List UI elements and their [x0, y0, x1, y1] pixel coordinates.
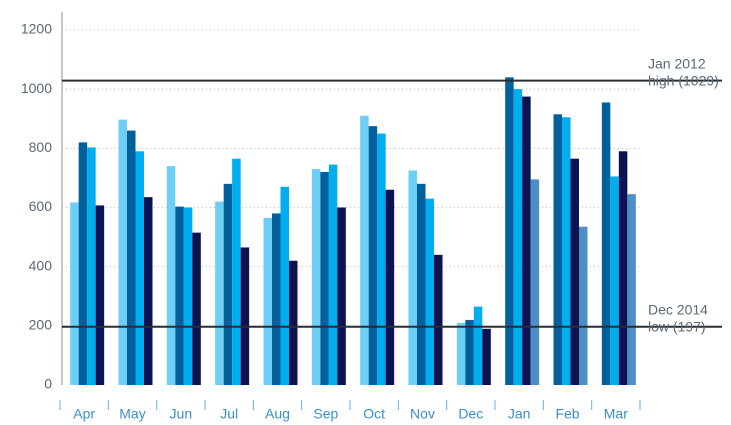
x-tick-label: Sep [313, 406, 338, 422]
y-tick-label: 200 [29, 317, 53, 333]
bar [377, 133, 386, 385]
bar [601, 102, 611, 386]
bar [434, 254, 443, 385]
bar [127, 130, 136, 385]
x-tick-label: May [119, 406, 145, 422]
bar [280, 186, 289, 385]
reference-label: Jan 2012 [648, 55, 706, 71]
bar [175, 206, 184, 385]
bar [368, 126, 378, 385]
bar [562, 117, 571, 385]
bar [627, 194, 636, 385]
x-tick-label: Jun [170, 406, 193, 422]
x-tick-label: Jan [508, 406, 531, 422]
y-tick-label: 600 [29, 198, 53, 214]
bar [456, 322, 466, 385]
bar [311, 169, 321, 385]
y-tick-label: 1200 [21, 21, 52, 37]
bar [473, 306, 483, 385]
bar [337, 207, 346, 385]
x-tick-label: Jul [220, 406, 238, 422]
bar [78, 142, 88, 385]
bar [70, 202, 79, 385]
y-tick-label: 400 [29, 257, 53, 273]
bar [522, 96, 531, 385]
bar [192, 232, 201, 385]
bar [215, 201, 224, 385]
bar [610, 176, 619, 385]
bar [183, 207, 193, 385]
bar [530, 179, 540, 385]
bar [223, 183, 233, 385]
bar [425, 198, 434, 385]
bar [513, 89, 523, 386]
bar [360, 115, 369, 386]
y-tick-label: 800 [29, 139, 53, 155]
reference-label: low (197) [648, 318, 706, 334]
reference-label: high (1029) [648, 72, 719, 88]
bar [118, 119, 127, 385]
bar [417, 183, 426, 385]
bar [289, 260, 298, 385]
bar [232, 158, 241, 385]
x-tick-label: Mar [604, 406, 628, 422]
bar [87, 147, 96, 385]
x-tick-label: Nov [410, 406, 435, 422]
bar [240, 247, 250, 385]
bar [505, 77, 514, 385]
x-tick-label: Dec [458, 406, 483, 422]
x-tick-label: Oct [363, 406, 385, 422]
bar [482, 328, 491, 385]
bar [166, 166, 176, 385]
bar [263, 217, 272, 385]
bar [272, 213, 281, 385]
bar [465, 319, 474, 385]
bar [385, 189, 395, 385]
bar [144, 197, 153, 385]
bar [570, 158, 579, 385]
x-tick-label: Feb [555, 406, 579, 422]
x-tick-label: Apr [73, 406, 95, 422]
reference-label: Dec 2014 [648, 301, 708, 317]
bar [328, 164, 338, 385]
bar [579, 226, 588, 385]
bar [618, 151, 628, 385]
bar [135, 151, 144, 385]
y-tick-label: 1000 [21, 80, 52, 96]
bar [95, 205, 105, 385]
bar [320, 172, 329, 385]
y-tick-label: 0 [44, 376, 52, 392]
bar [553, 114, 562, 385]
x-tick-label: Aug [265, 406, 290, 422]
bar [408, 170, 417, 385]
